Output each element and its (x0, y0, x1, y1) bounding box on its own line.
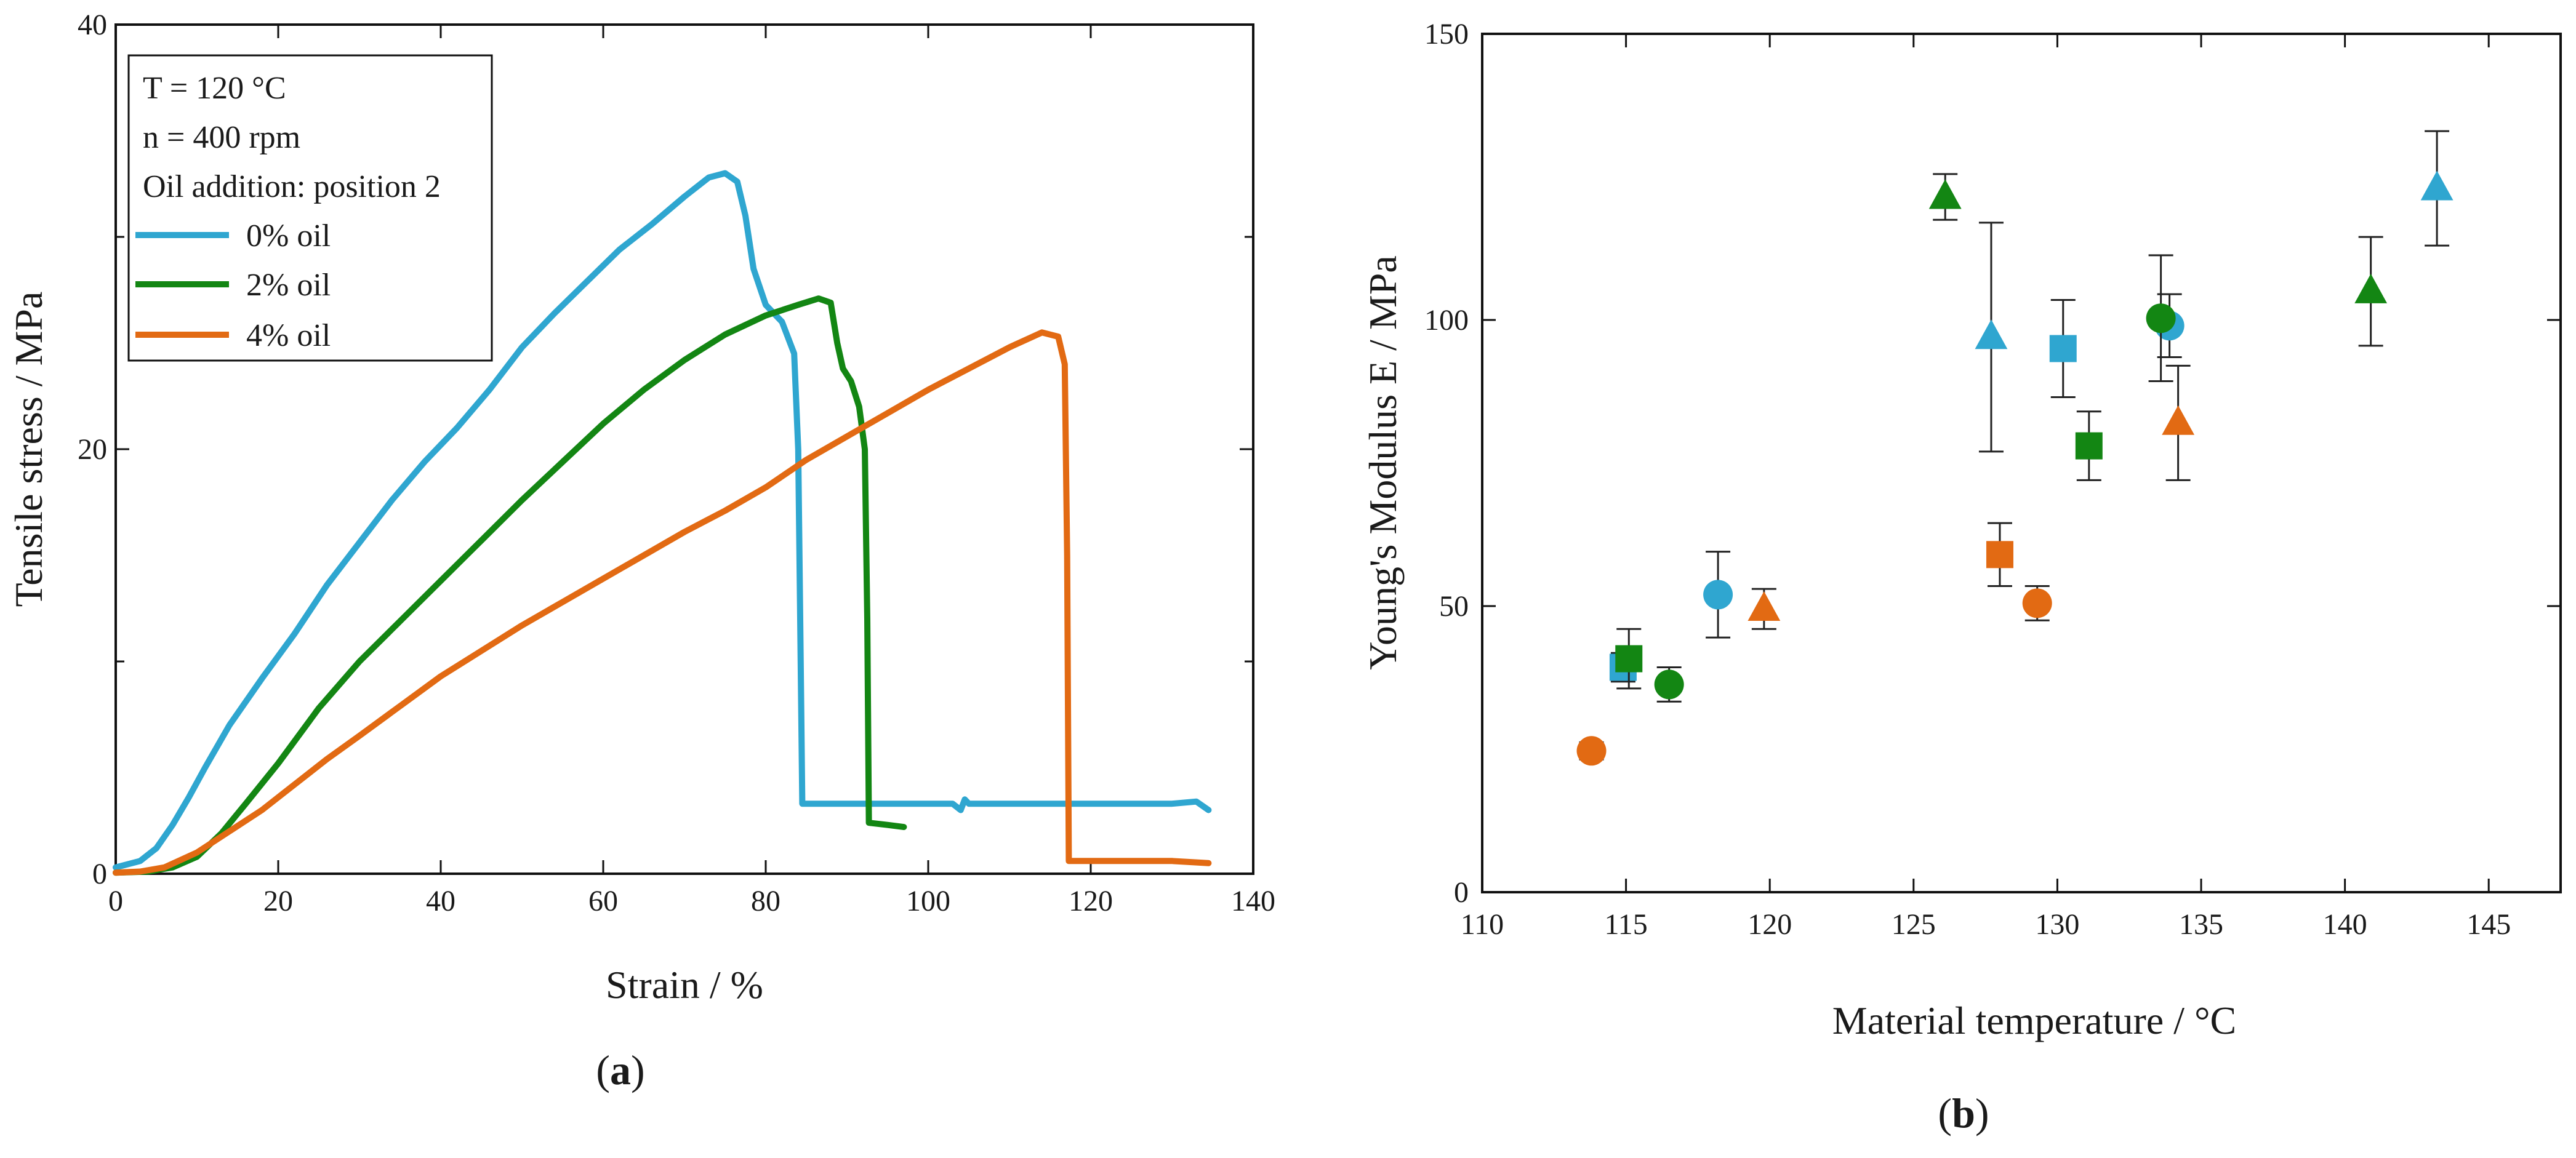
panel-a-x-tick-label-40: 40 (426, 885, 455, 917)
panel-b-x-tick-label-145: 145 (2466, 908, 2511, 941)
panel-b-caption: (b) (1938, 1090, 1989, 1136)
panel-b-y-tick-label-0: 0 (1454, 876, 1469, 909)
marker-point-2-oil-circle-3 (2146, 303, 2176, 333)
panel-a-x-tick-label-80: 80 (751, 885, 780, 917)
panel-a-x-tick-label-20: 20 (263, 885, 293, 917)
panel-a-caption: (a) (596, 1047, 644, 1093)
panel-b-letter: b (1952, 1090, 1975, 1136)
panel-b-x-tick-label-120: 120 (1747, 908, 1792, 941)
marker-point-2-oil-square-0 (1615, 645, 1643, 673)
panel-b-youngs-modulus: 110 115 120 125 130 135 140 145 0 50 100 150 Materi… (1361, 18, 2562, 1136)
panel-b-x-tick-label-135: 135 (2179, 908, 2223, 941)
panel-a-legend: T = 120 °C n = 400 rpm Oil addition: pos… (127, 54, 493, 362)
panel-a-x-tick-label-0: 0 (108, 885, 123, 917)
panel-b-x-axis-label: Material temperature / °C (1832, 999, 2236, 1042)
marker-point-4-oil-circle-0 (1576, 736, 1607, 766)
marker-point-0-oil-triangle-4 (1975, 319, 2008, 349)
panel-b-y-tick-label-50: 50 (1439, 590, 1469, 623)
legend-label-4-oil: 4% oil (246, 318, 331, 353)
series-line-2-oil (113, 295, 907, 876)
panel-b-x-tick-label-115: 115 (1604, 908, 1647, 941)
series-line-4-oil (113, 329, 1212, 876)
marker-point-2-oil-triangle-5 (2354, 273, 2388, 303)
panel-a-x-tick-label-140: 140 (1231, 885, 1275, 917)
panel-a-letter: a (610, 1047, 631, 1093)
panel-b-x-tick-label-140: 140 (2323, 908, 2367, 941)
panel-a-x-tick-label-60: 60 (588, 885, 618, 917)
marker-point-0-oil-square-1 (2049, 335, 2077, 362)
marker-point-0-oil-circle-2 (1703, 580, 1733, 610)
panel-a-y-tick-label-20: 20 (78, 433, 107, 466)
panel-a-ticks: 0 20 40 60 80 100 120 140 0 20 40 (78, 9, 1275, 917)
legend-label-2-oil: 2% oil (246, 268, 331, 303)
legend-header-temperature: T = 120 °C (143, 71, 286, 106)
panel-b-x-tick-label-110: 110 (1461, 908, 1504, 941)
panel-a-y-tick-label-0: 0 (92, 858, 107, 890)
panel-b-y-axis-label: Young's Modulus E / MPa (1361, 255, 1405, 670)
panel-b-y-tick-label-100: 100 (1424, 304, 1469, 337)
marker-point-4-oil-square-1 (1986, 541, 2013, 569)
marker-point-4-oil-triangle-3 (1747, 591, 1781, 621)
series-line-0-oil (113, 170, 1212, 871)
panel-b-y-tick-label-150: 150 (1424, 18, 1469, 50)
legend-header-speed: n = 400 rpm (143, 120, 300, 155)
panel-a-tensile-curves: 0 20 40 60 80 100 120 140 0 20 40 T = 120 °C n = 4… (7, 9, 1275, 1093)
panel-b-plot-frame (1481, 33, 2562, 893)
marker-point-4-oil-circle-2 (2022, 588, 2052, 618)
panel-b-ticks: 110 115 120 125 130 135 140 145 0 50 100 150 (1424, 18, 2561, 941)
panel-a-x-tick-label-120: 120 (1069, 885, 1113, 917)
panel-a-x-axis-label: Strain / % (606, 963, 763, 1007)
panel-a-x-tick-label-100: 100 (906, 885, 950, 917)
marker-point-2-oil-circle-2 (1654, 669, 1684, 700)
panel-a-y-tick-label-40: 40 (78, 9, 107, 41)
panel-a-series (113, 170, 1212, 876)
panel-b-x-tick-label-130: 130 (2035, 908, 2079, 941)
marker-point-0-oil-triangle-5 (2420, 170, 2454, 201)
marker-point-2-oil-square-1 (2075, 432, 2103, 460)
legend-box (127, 54, 493, 362)
panel-a-y-axis-label: Tensile stress / MPa (7, 292, 50, 607)
panel-b-series (1576, 130, 2454, 766)
legend-label-0-oil: 0% oil (246, 218, 331, 254)
marker-point-4-oil-triangle-4 (2162, 405, 2195, 435)
marker-point-2-oil-triangle-4 (1928, 179, 1962, 209)
panel-b-x-tick-label-125: 125 (1892, 908, 1936, 941)
legend-header-oil-position: Oil addition: position 2 (143, 169, 441, 204)
